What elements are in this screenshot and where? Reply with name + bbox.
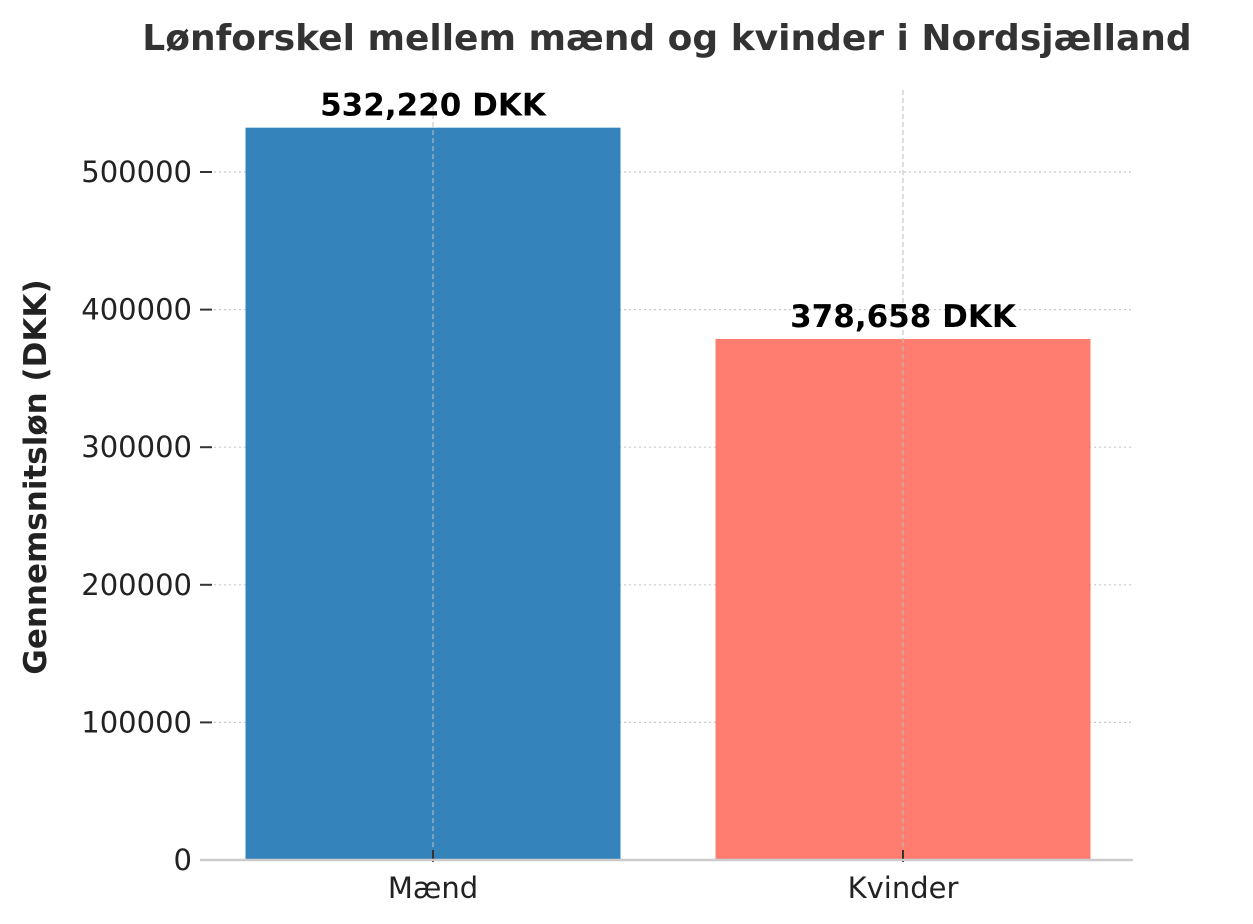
y-tick-label: 100000: [81, 705, 192, 739]
data-labels: 532,220 DKK 378,658 DKK: [320, 88, 1017, 335]
y-axis-label: Gennemsnitsløn (DKK): [18, 279, 54, 674]
axes: 0 100000 200000 300000 400000 500000 Mænd Kvind…: [81, 155, 1133, 905]
data-label: 378,658 DKK: [790, 299, 1017, 335]
bars: [245, 127, 1091, 861]
y-tick-label: 500000: [81, 155, 192, 189]
y-tick-label: 400000: [81, 293, 192, 327]
y-tick-label: 300000: [81, 430, 192, 464]
y-tick-label: 0: [174, 843, 192, 877]
x-tick-label: Kvinder: [848, 871, 959, 905]
x-tick-label: Mænd: [388, 871, 478, 905]
vertical-grid-lines: [432, 90, 904, 860]
chart-title: Lønforskel mellem mænd og kvinder i Nord…: [142, 18, 1191, 59]
y-tick-label: 200000: [81, 568, 192, 602]
data-label: 532,220 DKK: [320, 88, 547, 124]
